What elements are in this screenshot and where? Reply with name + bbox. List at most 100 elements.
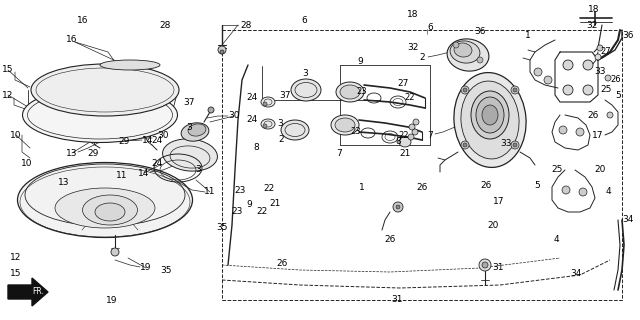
Ellipse shape (340, 85, 360, 99)
Text: 19: 19 (106, 296, 118, 305)
Text: 8: 8 (253, 143, 259, 152)
Text: 31: 31 (492, 263, 504, 273)
Text: 15: 15 (10, 269, 22, 278)
Ellipse shape (163, 139, 218, 171)
Text: 16: 16 (77, 16, 89, 25)
Circle shape (461, 86, 469, 94)
Ellipse shape (336, 82, 364, 102)
Ellipse shape (447, 39, 489, 71)
Ellipse shape (454, 73, 526, 167)
Circle shape (579, 188, 587, 196)
Text: 22: 22 (404, 93, 415, 102)
Ellipse shape (188, 124, 206, 136)
Text: 17: 17 (592, 131, 604, 140)
Ellipse shape (399, 137, 411, 147)
Circle shape (412, 129, 418, 135)
Text: 24: 24 (246, 93, 258, 102)
Text: 34: 34 (622, 215, 634, 225)
Circle shape (263, 102, 267, 106)
Circle shape (220, 50, 224, 54)
Text: 26: 26 (276, 260, 287, 268)
Circle shape (583, 85, 593, 95)
Text: 28: 28 (240, 20, 252, 29)
Text: 26: 26 (611, 76, 621, 84)
Text: 2: 2 (419, 53, 425, 62)
Text: 33: 33 (500, 140, 511, 148)
Text: FR.: FR. (32, 287, 44, 297)
Text: 12: 12 (3, 91, 13, 100)
Circle shape (576, 128, 584, 136)
Text: 1: 1 (525, 30, 531, 39)
Ellipse shape (291, 79, 321, 101)
Text: 10: 10 (21, 159, 33, 168)
Ellipse shape (181, 123, 209, 141)
Text: 21: 21 (399, 148, 411, 157)
Text: 34: 34 (570, 269, 582, 278)
Circle shape (413, 119, 419, 125)
Text: 24: 24 (151, 136, 163, 145)
Text: 8: 8 (395, 138, 401, 147)
Circle shape (111, 248, 119, 256)
Text: 30: 30 (157, 132, 169, 140)
Text: 26: 26 (588, 110, 598, 119)
Ellipse shape (17, 163, 193, 237)
Circle shape (563, 85, 573, 95)
Circle shape (511, 86, 519, 94)
Circle shape (208, 107, 214, 113)
Text: 2: 2 (279, 135, 284, 144)
Ellipse shape (281, 120, 309, 140)
Text: 6: 6 (301, 16, 307, 25)
Text: 22: 22 (263, 184, 275, 193)
Circle shape (595, 54, 601, 60)
Text: 32: 32 (407, 44, 419, 52)
Circle shape (396, 205, 400, 209)
Ellipse shape (95, 203, 125, 221)
Text: 33: 33 (595, 68, 605, 76)
Text: 26: 26 (481, 181, 492, 190)
Circle shape (583, 60, 593, 70)
Circle shape (482, 262, 488, 268)
Ellipse shape (100, 60, 160, 70)
Text: 11: 11 (204, 188, 216, 196)
Text: 15: 15 (3, 66, 13, 75)
Text: 24: 24 (151, 159, 163, 168)
Text: 25: 25 (600, 85, 612, 94)
Text: 9: 9 (247, 200, 252, 209)
Text: 22: 22 (399, 131, 409, 140)
Text: 7: 7 (427, 131, 433, 140)
Ellipse shape (335, 118, 355, 132)
Text: 7: 7 (337, 149, 342, 158)
Circle shape (559, 126, 567, 134)
Ellipse shape (31, 64, 179, 116)
Circle shape (218, 46, 226, 54)
Circle shape (562, 186, 570, 194)
Text: 3: 3 (277, 119, 283, 129)
Circle shape (597, 45, 603, 51)
Text: 23: 23 (234, 186, 246, 195)
Text: 27: 27 (397, 79, 409, 88)
Circle shape (563, 60, 573, 70)
Circle shape (479, 259, 491, 271)
Circle shape (477, 57, 483, 63)
Circle shape (513, 88, 517, 92)
Text: 18: 18 (588, 4, 600, 13)
Circle shape (409, 124, 415, 130)
Text: 13: 13 (67, 148, 77, 157)
Text: 20: 20 (595, 165, 605, 174)
Text: 16: 16 (67, 36, 77, 44)
Ellipse shape (55, 188, 155, 228)
Text: 22: 22 (257, 207, 268, 216)
Ellipse shape (261, 119, 275, 129)
Text: 23: 23 (231, 207, 243, 216)
Text: 18: 18 (407, 10, 419, 19)
Circle shape (534, 68, 542, 76)
Text: 37: 37 (279, 91, 291, 100)
Ellipse shape (454, 43, 472, 57)
Text: 35: 35 (216, 222, 228, 231)
Circle shape (513, 143, 517, 147)
Text: 10: 10 (10, 131, 22, 140)
FancyBboxPatch shape (52, 73, 153, 101)
Ellipse shape (476, 97, 504, 133)
Text: 1: 1 (359, 183, 364, 192)
Text: 26: 26 (384, 236, 396, 244)
